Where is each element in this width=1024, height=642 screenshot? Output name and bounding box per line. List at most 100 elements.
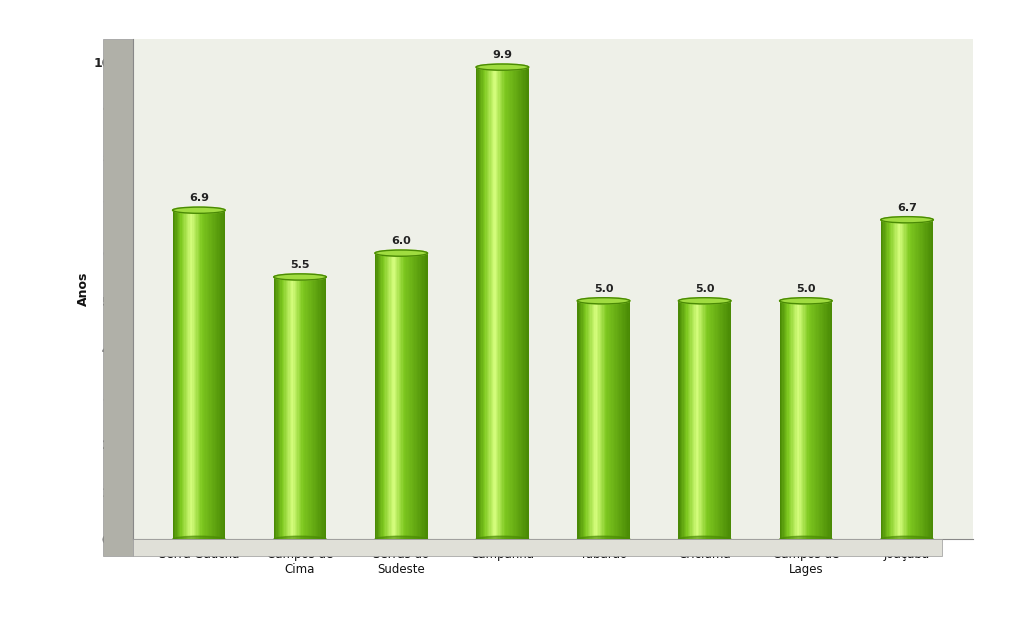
Bar (518, 67, 519, 539)
Bar (615, 301, 616, 539)
Bar (413, 253, 415, 539)
Bar (816, 301, 818, 539)
Bar (798, 301, 800, 539)
Bar (585, 301, 587, 539)
Bar (209, 210, 211, 539)
Bar (403, 253, 406, 539)
Bar (616, 301, 618, 539)
Bar (317, 277, 318, 539)
Bar (709, 301, 710, 539)
Bar (921, 220, 922, 539)
Bar (814, 301, 815, 539)
Bar (279, 277, 281, 539)
Bar (588, 301, 589, 539)
Bar (389, 253, 391, 539)
Bar (480, 67, 481, 539)
Bar (699, 301, 700, 539)
Bar (696, 301, 698, 539)
Bar (296, 277, 297, 539)
Bar (206, 210, 207, 539)
Bar (176, 210, 178, 539)
Ellipse shape (881, 216, 933, 223)
Bar (819, 301, 820, 539)
Ellipse shape (173, 536, 225, 542)
Bar (922, 220, 923, 539)
Ellipse shape (679, 536, 731, 542)
Bar (728, 301, 730, 539)
Bar (905, 220, 907, 539)
Bar (195, 210, 197, 539)
Bar (407, 253, 408, 539)
Ellipse shape (779, 536, 833, 542)
Bar (222, 210, 224, 539)
Bar (713, 301, 714, 539)
Bar (401, 253, 402, 539)
Bar (220, 210, 221, 539)
Bar (285, 277, 286, 539)
Bar (201, 210, 202, 539)
Bar (881, 220, 882, 539)
Bar (580, 301, 582, 539)
Bar (481, 67, 482, 539)
Bar (903, 220, 904, 539)
Bar (391, 253, 392, 539)
Bar (800, 301, 801, 539)
Bar (605, 301, 606, 539)
Bar (911, 220, 912, 539)
Bar (303, 277, 304, 539)
Bar (682, 301, 684, 539)
Bar (512, 67, 513, 539)
Bar (323, 277, 324, 539)
Bar (612, 301, 614, 539)
Bar (621, 301, 622, 539)
Bar (722, 301, 723, 539)
Bar (691, 301, 693, 539)
Bar (685, 301, 686, 539)
Bar (175, 210, 176, 539)
Bar (824, 301, 825, 539)
Bar (698, 301, 699, 539)
Bar (178, 210, 179, 539)
Bar (792, 301, 793, 539)
Bar (500, 67, 501, 539)
Bar (710, 301, 712, 539)
Bar (485, 67, 486, 539)
Bar (884, 220, 885, 539)
Bar (899, 220, 900, 539)
Text: 5.5: 5.5 (290, 260, 310, 270)
Bar (278, 277, 279, 539)
Bar (174, 210, 175, 539)
Bar (180, 210, 182, 539)
Bar (411, 253, 412, 539)
Bar (602, 301, 603, 539)
Bar (402, 253, 403, 539)
Bar (315, 277, 317, 539)
Bar (477, 67, 478, 539)
Bar (526, 67, 527, 539)
Text: 6.7: 6.7 (897, 203, 916, 213)
Bar (584, 301, 585, 539)
Bar (521, 67, 522, 539)
Bar (587, 301, 588, 539)
Bar (286, 277, 287, 539)
Bar (308, 277, 309, 539)
Text: 5.0: 5.0 (695, 284, 715, 293)
Bar (419, 253, 420, 539)
Bar (610, 301, 611, 539)
Bar (904, 220, 905, 539)
Bar (578, 301, 579, 539)
Bar (193, 210, 194, 539)
Bar (398, 253, 400, 539)
Bar (487, 67, 489, 539)
Text: 6.0: 6.0 (391, 236, 411, 246)
Bar (703, 301, 705, 539)
Bar (292, 277, 294, 539)
Bar (290, 277, 291, 539)
Bar (396, 253, 397, 539)
Bar (810, 301, 811, 539)
Bar (197, 210, 198, 539)
Bar (681, 301, 682, 539)
Bar (594, 301, 596, 539)
Bar (281, 277, 282, 539)
Bar (379, 253, 380, 539)
